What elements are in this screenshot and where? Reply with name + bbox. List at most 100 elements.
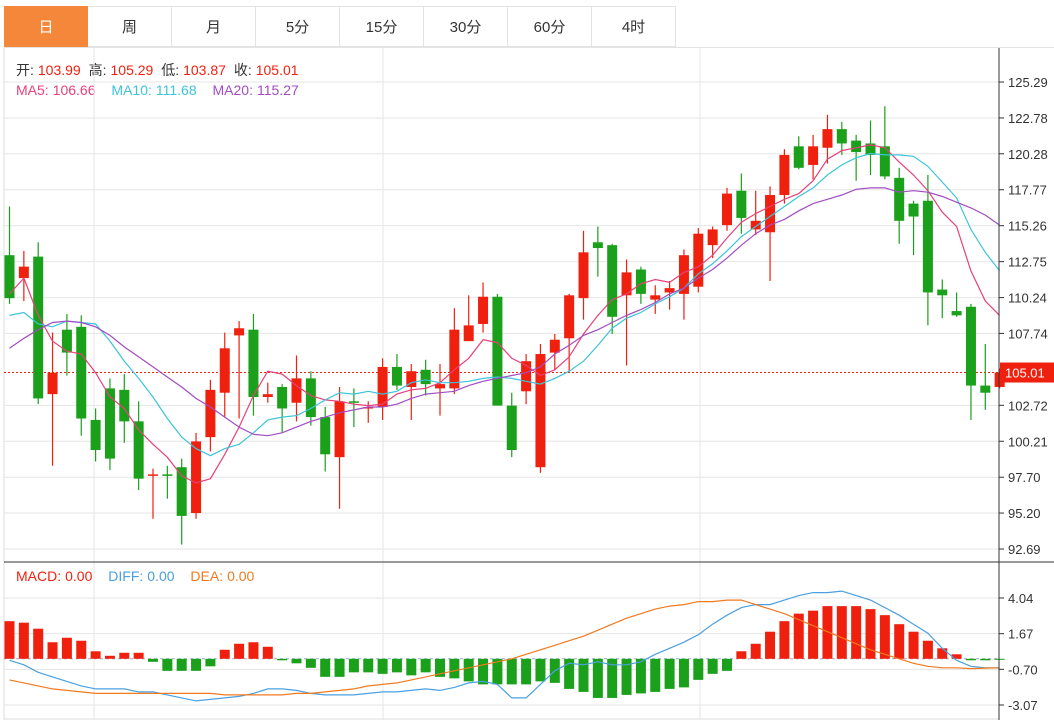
candle-body xyxy=(18,266,29,279)
ma5-line xyxy=(9,144,1001,484)
low-value: 103.87 xyxy=(183,62,226,78)
close-label: 收: xyxy=(233,62,252,78)
candle-body xyxy=(951,311,962,316)
tab-30min[interactable]: 30分 xyxy=(424,6,508,47)
macd-bar xyxy=(119,652,130,659)
macd-bar xyxy=(176,658,187,671)
macd-bar xyxy=(133,652,144,659)
tab-divider xyxy=(4,47,1054,48)
candle-body xyxy=(277,386,288,409)
macd-bar xyxy=(449,658,460,679)
macd-bar xyxy=(320,658,331,677)
macd-bar xyxy=(851,606,862,659)
macd-bar xyxy=(592,658,603,698)
candle-body xyxy=(765,195,776,233)
macd-bar xyxy=(47,642,58,659)
macd-bar xyxy=(205,658,216,667)
candle-body xyxy=(894,177,905,221)
candle-body xyxy=(348,401,359,403)
macd-bar xyxy=(607,658,618,698)
macd-bar xyxy=(463,658,474,682)
candle-body xyxy=(578,252,589,299)
candle-body xyxy=(262,394,273,398)
tab-month[interactable]: 月 xyxy=(172,6,256,47)
high-value: 105.29 xyxy=(110,62,154,78)
candle-body xyxy=(420,369,431,385)
macd-bar xyxy=(922,640,933,659)
macd-bar xyxy=(435,658,445,677)
ma20-label: MA20: xyxy=(212,82,253,98)
low-label: 低: xyxy=(161,62,180,78)
candle-body xyxy=(76,326,87,419)
macd-bar xyxy=(90,651,101,659)
macd-bar xyxy=(535,658,546,682)
macd-bar xyxy=(334,658,345,677)
price-tick-label: 92.69 xyxy=(1008,542,1041,557)
candle-body xyxy=(449,329,460,389)
period-tabs: 日 周 月 5分 15分 30分 60分 4时 xyxy=(4,6,676,48)
candle-body xyxy=(722,193,732,226)
candle-body xyxy=(736,190,747,218)
candle-body xyxy=(334,401,345,458)
tab-5min[interactable]: 5分 xyxy=(256,6,340,47)
candle-body xyxy=(148,474,158,476)
macd-bar xyxy=(650,658,661,692)
price-tick-label: 117.77 xyxy=(1008,183,1047,198)
macd-tick-label: 1.67 xyxy=(1008,627,1033,642)
macd-bar xyxy=(104,655,115,659)
candle-body xyxy=(191,441,202,514)
candle-body xyxy=(521,361,532,392)
candle-body xyxy=(779,154,790,196)
candle-body xyxy=(980,385,991,393)
macd-bar xyxy=(305,658,316,668)
open-label: 开: xyxy=(16,62,34,78)
macd-bar xyxy=(879,615,890,659)
macd-bar xyxy=(951,654,962,659)
diff-value: 0.00 xyxy=(147,568,175,584)
tab-15min[interactable]: 15分 xyxy=(340,6,424,47)
candle-body xyxy=(549,339,560,353)
macd-value: 0.00 xyxy=(65,568,93,584)
candle-body xyxy=(535,354,546,468)
price-tick-label: 112.75 xyxy=(1008,255,1047,270)
candle-body xyxy=(865,143,876,155)
price-tick-label: 100.21 xyxy=(1008,434,1048,449)
macd-bar xyxy=(793,613,804,659)
candle-body xyxy=(793,146,804,168)
last-price-label: 105.01 xyxy=(1005,366,1045,381)
macd-bar xyxy=(707,658,718,674)
tab-60min[interactable]: 60分 xyxy=(508,6,592,47)
macd-bar xyxy=(564,658,575,689)
price-tick-label: 97.70 xyxy=(1008,470,1041,485)
macd-bar xyxy=(635,658,646,694)
ohlc-info: 开: 103.99 高: 105.29 低: 103.87 收: 105.01 xyxy=(16,60,303,80)
macd-bar xyxy=(191,658,202,671)
macd-bar xyxy=(262,646,273,659)
tab-week[interactable]: 周 xyxy=(88,6,172,47)
tab-day[interactable]: 日 xyxy=(4,6,88,47)
candle-body xyxy=(707,229,718,246)
macd-bar xyxy=(148,658,158,662)
dea-line xyxy=(9,599,1000,696)
close-value: 105.01 xyxy=(255,62,299,78)
dea-value: 0.00 xyxy=(227,568,255,584)
macd-bar xyxy=(4,621,15,659)
macd-bar xyxy=(736,651,747,659)
ma10-line xyxy=(9,152,1001,457)
macd-bar xyxy=(219,649,230,659)
tab-4hour[interactable]: 4时 xyxy=(592,6,676,47)
candle-body xyxy=(162,474,173,476)
candle-body xyxy=(635,269,646,294)
macd-bar xyxy=(621,658,632,695)
macd-bar xyxy=(76,640,87,659)
candle-body xyxy=(33,256,44,399)
macd-bar xyxy=(937,648,948,659)
macd-bar xyxy=(722,658,732,671)
ma10-value: 111.68 xyxy=(155,82,197,98)
ma20-value: 115.27 xyxy=(256,82,299,98)
macd-bar xyxy=(808,610,819,659)
last-price-badge xyxy=(1000,362,1054,383)
candle-body xyxy=(363,407,374,409)
macd-bar xyxy=(234,643,245,659)
